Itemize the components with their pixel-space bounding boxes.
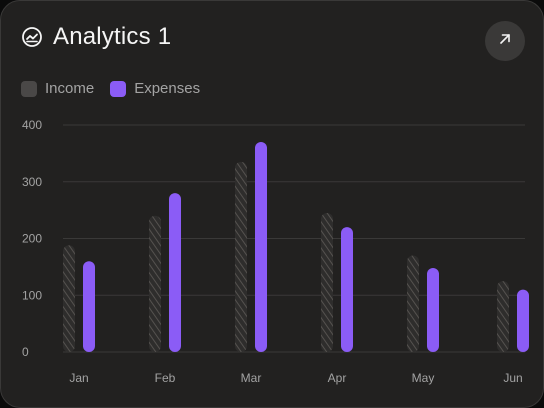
legend-label-expenses: Expenses (134, 80, 201, 97)
legend-swatch-expenses (110, 80, 127, 97)
y-tick-label: 200 (22, 232, 42, 246)
open-analytics-button[interactable] (485, 21, 525, 61)
bar-income-jan[interactable] (63, 245, 75, 352)
bar-income-mar[interactable] (235, 161, 247, 352)
bar-expenses-may[interactable] (427, 268, 439, 352)
legend-item-expenses[interactable]: Expenses (110, 80, 200, 97)
x-tick-label-apr: Apr (328, 371, 347, 385)
legend-swatch-income (21, 80, 37, 97)
y-tick-label: 0 (22, 345, 29, 359)
chart-legend: Income Expenses (21, 80, 216, 97)
y-tick-label: 400 (22, 118, 42, 132)
bar-expenses-apr[interactable] (341, 227, 353, 352)
x-tick-label-jun: Jun (503, 371, 522, 385)
legend-label-income: Income (45, 80, 95, 97)
arrow-up-right-icon (497, 31, 513, 52)
bar-income-may[interactable] (407, 255, 419, 352)
card-header: Analytics 1 (21, 23, 171, 51)
bar-expenses-jun[interactable] (517, 289, 529, 352)
bar-expenses-feb[interactable] (169, 193, 181, 352)
card-title: Analytics 1 (53, 23, 172, 50)
bar-expenses-mar[interactable] (255, 142, 267, 352)
bar-income-jun[interactable] (497, 281, 509, 352)
y-tick-label: 100 (22, 288, 42, 302)
trend-chart-icon (21, 26, 43, 48)
bar-income-apr[interactable] (321, 212, 333, 352)
x-tick-label-mar: Mar (241, 371, 262, 385)
x-tick-label-jan: Jan (69, 371, 88, 385)
bar-expenses-jan[interactable] (83, 261, 95, 352)
y-tick-label: 300 (22, 175, 42, 189)
x-tick-label-may: May (412, 371, 435, 385)
legend-item-income[interactable]: Income (21, 80, 94, 97)
x-tick-label-feb: Feb (155, 371, 176, 385)
bar-income-feb[interactable] (149, 215, 161, 352)
